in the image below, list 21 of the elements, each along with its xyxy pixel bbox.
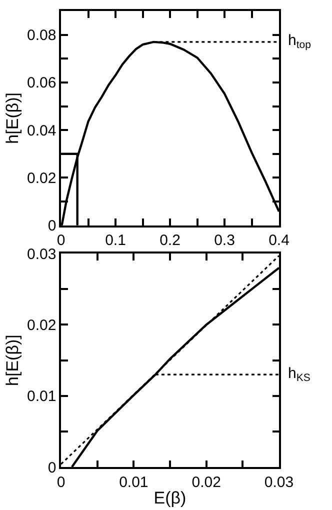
x-tick-label: 0.01 xyxy=(119,474,148,491)
y-axis-title: h[E(β)] xyxy=(3,334,22,386)
y-tick-label: 0.08 xyxy=(27,27,56,44)
y-tick-label: 0.03 xyxy=(27,246,56,263)
y-tick-label: 0 xyxy=(48,218,56,235)
x-tick-label: 0.2 xyxy=(160,232,180,250)
x-tick-label: 0.03 xyxy=(264,474,294,491)
x-axis-title: E(β) xyxy=(154,488,186,508)
y-tick-label: 0.01 xyxy=(27,388,56,406)
annotation: h$_{top}$ xyxy=(288,32,312,52)
y-tick-label: 0.02 xyxy=(27,170,56,187)
y-tick-label: 0.06 xyxy=(27,74,56,92)
annotation: h$_{KS}$ xyxy=(288,365,310,384)
x-tick-label: 0.02 xyxy=(192,474,221,491)
x-tick-label: 0.4 xyxy=(268,232,290,250)
y-tick-label: 0 xyxy=(48,459,56,476)
x-tick-label: 0.1 xyxy=(105,232,126,250)
y-axis-title: h[E(β)] xyxy=(3,92,22,144)
y-tick-label: 0.04 xyxy=(27,122,56,140)
y-tick-label: 0.02 xyxy=(27,316,56,334)
x-tick-label: 0.3 xyxy=(214,232,235,250)
